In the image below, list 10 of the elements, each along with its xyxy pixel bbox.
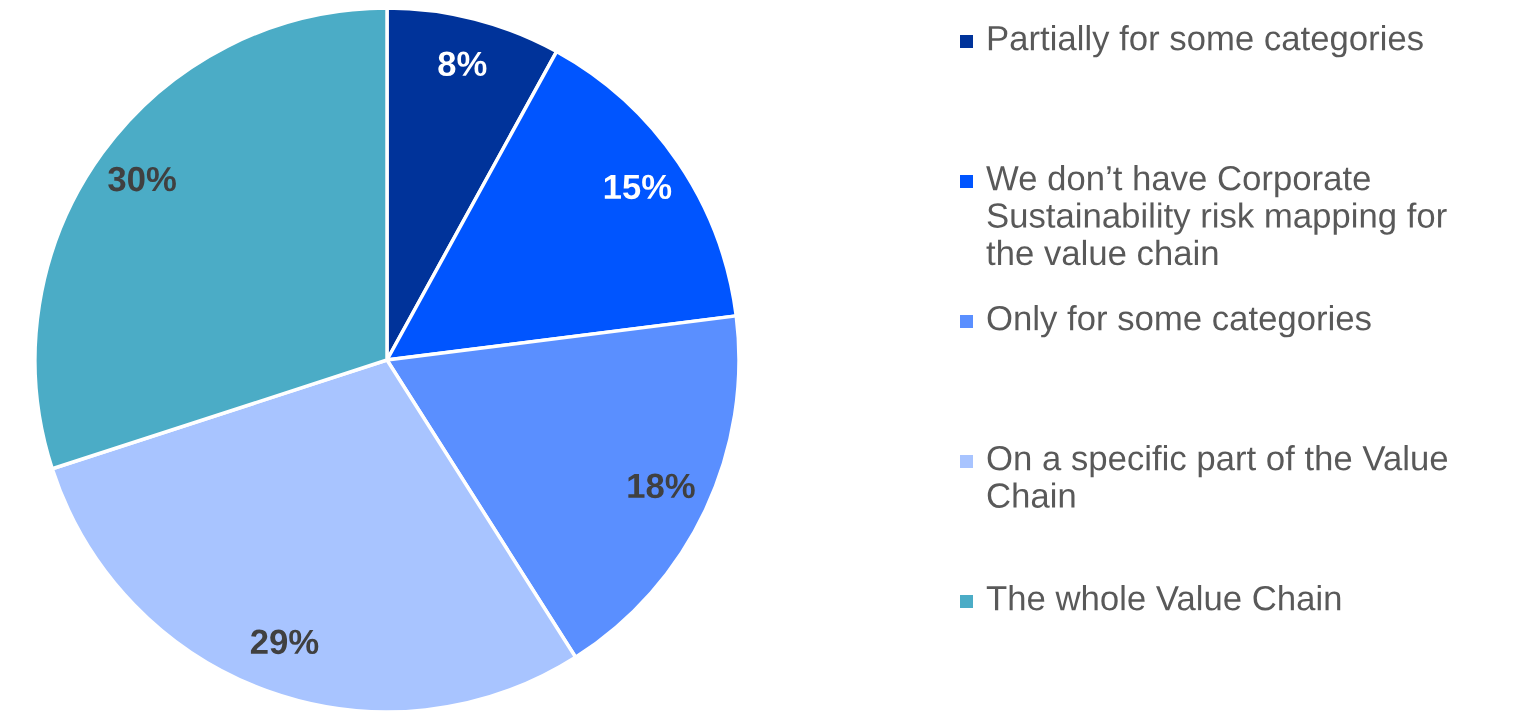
data-label: 30% [108, 166, 176, 192]
data-label: 29% [250, 629, 319, 655]
data-label: 18% [628, 473, 695, 499]
legend-label: Partially for some categories [988, 25, 1423, 58]
legend-label: On a specific part of the Value Chain [987, 445, 1448, 508]
legend-label: Only for some categories [987, 305, 1371, 338]
legend-label: The whole Value Chain [986, 585, 1341, 611]
legend-label: We don’t have Corporate Sustainability risk mapping for the value chain [986, 165, 1447, 266]
data-label: 15% [604, 174, 672, 200]
data-label: 8% [438, 51, 487, 77]
